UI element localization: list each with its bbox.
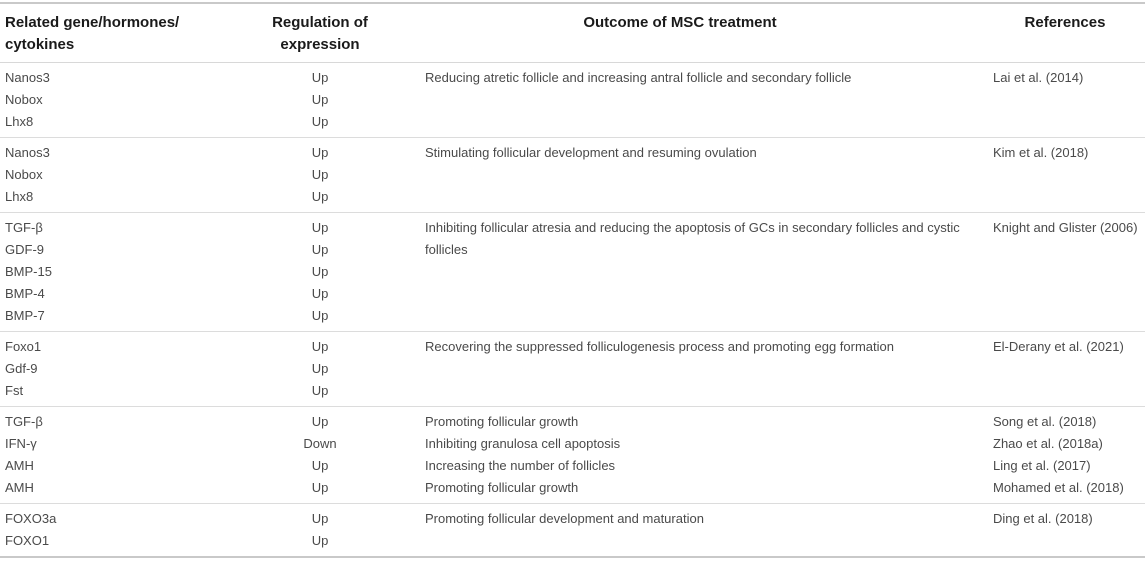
- regulation-value: Up: [311, 189, 329, 204]
- table-body: Nanos3 Nobox Lhx8 Up Up Up Reducing atretic …: [0, 63, 1145, 558]
- regulation-cell: Up Up: [265, 508, 375, 552]
- regulation-value: Up: [311, 145, 329, 160]
- outcome-text: Increasing the number of follicles: [425, 458, 616, 473]
- gene-label: GDF-9: [5, 242, 44, 257]
- gene-label: FOXO1: [5, 533, 50, 548]
- reference-citation: Mohamed et al. (2018): [993, 480, 1124, 495]
- gene-label: Nobox: [5, 92, 43, 107]
- regulation-value: Up: [311, 264, 329, 279]
- regulation-value: Up: [311, 242, 329, 257]
- reference-citation: Lai et al. (2014): [993, 70, 1084, 85]
- references-cell: Lai et al. (2014): [985, 67, 1145, 133]
- regulation-value: Up: [311, 220, 329, 235]
- outcome-text: Inhibiting granulosa cell apoptosis: [425, 436, 621, 451]
- reference-citation: Knight and Glister (2006): [993, 220, 1138, 235]
- gene-label: TGF-β: [5, 414, 43, 429]
- genes-cell: Foxo1 Gdf-9 Fst: [0, 336, 265, 402]
- references-cell: Knight and Glister (2006): [985, 217, 1145, 327]
- genes-cell: Nanos3 Nobox Lhx8: [0, 142, 265, 208]
- outcome-text: Promoting follicular development and mat…: [425, 511, 704, 526]
- gene-label: IFN-γ: [5, 436, 37, 451]
- gene-label: BMP-7: [5, 308, 45, 323]
- outcome-text: Recovering the suppressed folliculogenes…: [425, 339, 894, 354]
- regulation-value: Up: [311, 70, 329, 85]
- gene-label: Nobox: [5, 167, 43, 182]
- header-references: References: [1024, 14, 1106, 31]
- outcome-cell: Promoting follicular growth Inhibiting gr…: [375, 411, 985, 499]
- genes-cell: FOXO3a FOXO1: [0, 508, 265, 552]
- table-row: TGF-β GDF-9 BMP-15 BMP-4 BMP-7 Up Up Up Up Up In…: [0, 213, 1145, 332]
- regulation-cell: Up Up Up Up Up: [265, 217, 375, 327]
- reference-citation: Ling et al. (2017): [993, 458, 1091, 473]
- reference-citation: Kim et al. (2018): [993, 145, 1089, 160]
- outcome-cell: Reducing atretic follicle and increasing…: [375, 67, 985, 133]
- regulation-cell: Up Up Up: [265, 142, 375, 208]
- references-cell: Kim et al. (2018): [985, 142, 1145, 208]
- genes-cell: TGF-β IFN-γ AMH AMH: [0, 411, 265, 499]
- table-row: Foxo1 Gdf-9 Fst Up Up Up Recovering the supp…: [0, 332, 1145, 407]
- outcome-cell: Recovering the suppressed folliculogenes…: [375, 336, 985, 402]
- outcome-cell: Inhibiting follicular atresia and reduci…: [375, 217, 985, 327]
- outcome-cell: Promoting follicular development and mat…: [375, 508, 985, 552]
- reference-citation: El-Derany et al. (2021): [993, 339, 1124, 354]
- regulation-value: Down: [303, 436, 337, 451]
- header-outcome: Outcome of MSC treatment: [583, 14, 777, 31]
- regulation-cell: Up Up Up: [265, 67, 375, 133]
- regulation-value: Up: [311, 480, 329, 495]
- header-related-gene: Related gene/hormones/ cytokines: [5, 14, 180, 53]
- genes-cell: TGF-β GDF-9 BMP-15 BMP-4 BMP-7: [0, 217, 265, 327]
- gene-label: TGF-β: [5, 220, 43, 235]
- regulation-value: Up: [311, 361, 329, 376]
- reference-citation: Zhao et al. (2018a): [993, 436, 1103, 451]
- gene-label: Nanos3: [5, 145, 50, 160]
- gene-label: BMP-4: [5, 286, 45, 301]
- regulation-value: Up: [311, 114, 329, 129]
- reference-citation: Song et al. (2018): [993, 414, 1097, 429]
- regulation-value: Up: [311, 308, 329, 323]
- gene-label: AMH: [5, 458, 34, 473]
- outcome-text: Reducing atretic follicle and increasing…: [425, 70, 852, 85]
- regulation-value: Up: [311, 167, 329, 182]
- outcome-text: Inhibiting follicular atresia and reduci…: [425, 220, 960, 257]
- gene-label: Fst: [5, 383, 24, 398]
- gene-label: Foxo1: [5, 339, 42, 354]
- regulation-cell: Up Up Up: [265, 336, 375, 402]
- table-row: TGF-β IFN-γ AMH AMH Up Down Up Up Promoting fo…: [0, 407, 1145, 504]
- reference-citation: Ding et al. (2018): [993, 511, 1093, 526]
- gene-label: Lhx8: [5, 189, 34, 204]
- regulation-value: Up: [311, 533, 329, 548]
- regulation-value: Up: [311, 458, 329, 473]
- regulation-value: Up: [311, 286, 329, 301]
- gene-label: Gdf-9: [5, 361, 38, 376]
- gene-label: FOXO3a: [5, 511, 57, 526]
- header-regulation: Regulation of expression: [272, 14, 368, 53]
- outcome-text: Promoting follicular growth: [425, 414, 579, 429]
- gene-label: BMP-15: [5, 264, 52, 279]
- regulation-value: Up: [311, 383, 329, 398]
- table-header-row: Related gene/hormones/ cytokines Regulat…: [0, 4, 1145, 63]
- regulation-value: Up: [311, 511, 329, 526]
- gene-label: AMH: [5, 480, 34, 495]
- references-cell: Ding et al. (2018): [985, 508, 1145, 552]
- gene-label: Nanos3: [5, 70, 50, 85]
- regulation-value: Up: [311, 92, 329, 107]
- table-row: FOXO3a FOXO1 Up Up Promoting follicular de…: [0, 504, 1145, 556]
- regulation-value: Up: [311, 339, 329, 354]
- regulation-value: Up: [311, 414, 329, 429]
- regulation-cell: Up Down Up Up: [265, 411, 375, 499]
- table-row: Nanos3 Nobox Lhx8 Up Up Up Reducing atretic …: [0, 63, 1145, 138]
- references-cell: El-Derany et al. (2021): [985, 336, 1145, 402]
- references-cell: Song et al. (2018) Zhao et al. (2018a) Lin…: [985, 411, 1145, 499]
- genes-cell: Nanos3 Nobox Lhx8: [0, 67, 265, 133]
- table-row: Nanos3 Nobox Lhx8 Up Up Up Stimulating folli…: [0, 138, 1145, 213]
- outcome-cell: Stimulating follicular development and r…: [375, 142, 985, 208]
- outcome-text: Stimulating follicular development and r…: [425, 145, 757, 160]
- outcome-text: Promoting follicular growth: [425, 480, 579, 495]
- gene-label: Lhx8: [5, 114, 34, 129]
